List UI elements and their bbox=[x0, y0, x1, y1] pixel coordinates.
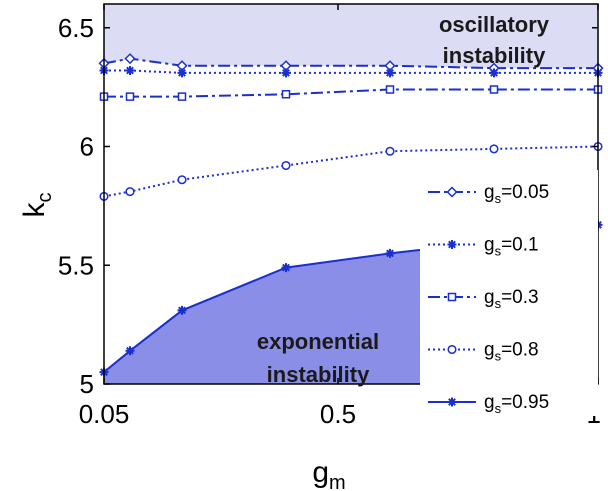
series-2-point bbox=[489, 68, 499, 78]
oscillatory-label-line1: oscillatory bbox=[439, 12, 550, 37]
x-tick-label: 0.5 bbox=[320, 399, 356, 429]
y-tick-label: 6 bbox=[80, 132, 94, 162]
legend-label: gs=0.8 bbox=[484, 340, 539, 364]
y-axis-label: kc bbox=[18, 193, 56, 218]
legend-entry: gs=0.1 bbox=[428, 235, 539, 259]
oscillatory-region bbox=[104, 4, 598, 69]
y-tick-label: 5 bbox=[80, 369, 94, 399]
legend-entry: gs=0.95 bbox=[428, 392, 549, 416]
series-3-point bbox=[385, 85, 395, 94]
series-3-point bbox=[177, 92, 187, 101]
series-4-point bbox=[281, 160, 291, 171]
exponential-label-line2: instability bbox=[267, 362, 370, 387]
series-5-point bbox=[385, 248, 395, 258]
x-axis-label: gm bbox=[312, 456, 345, 491]
series-3-point bbox=[125, 92, 135, 101]
series-5-point bbox=[125, 346, 135, 356]
legend-entry: gs=0.8 bbox=[428, 340, 539, 364]
axis-ticks: 0.050.5155.566.5 bbox=[58, 4, 601, 429]
series-1-point bbox=[124, 53, 136, 65]
series-2-point bbox=[177, 68, 187, 78]
oscillatory-label-line2: instability bbox=[443, 43, 546, 68]
y-tick-label: 6.5 bbox=[58, 13, 94, 43]
series-3-point bbox=[281, 90, 291, 99]
series-5-point bbox=[177, 305, 187, 315]
series-5-point bbox=[281, 263, 291, 273]
legend-entry: gs=0.3 bbox=[428, 287, 539, 311]
legend-marker bbox=[447, 344, 457, 355]
y-tick-label: 5.5 bbox=[58, 250, 94, 280]
series-4-point bbox=[385, 146, 395, 156]
legend-marker bbox=[446, 186, 458, 198]
exponential-label-line1: exponential bbox=[257, 329, 379, 354]
legend-label: gs=0.3 bbox=[484, 287, 539, 311]
legend-marker bbox=[447, 292, 457, 302]
legend: gs=0.05 gs=0.1 gs=0.3 gs=0.8 gs=0.95 bbox=[420, 170, 598, 416]
legend-marker bbox=[447, 397, 457, 407]
legend-label: gs=0.05 bbox=[484, 182, 549, 206]
legend-label: gs=0.95 bbox=[484, 392, 549, 416]
series-4-point bbox=[177, 175, 187, 185]
legend-marker bbox=[447, 240, 457, 249]
x-tick-label: 0.05 bbox=[79, 399, 130, 429]
series-3-point bbox=[489, 85, 499, 94]
legend-label: gs=0.1 bbox=[484, 235, 539, 259]
series-2-point bbox=[281, 68, 291, 78]
legend-entry: gs=0.05 bbox=[428, 182, 549, 206]
series-2-point bbox=[125, 66, 135, 75]
series-4-point bbox=[125, 187, 135, 197]
series-3 bbox=[99, 85, 603, 101]
series-4-point bbox=[489, 144, 499, 154]
series-2-point bbox=[385, 68, 395, 78]
